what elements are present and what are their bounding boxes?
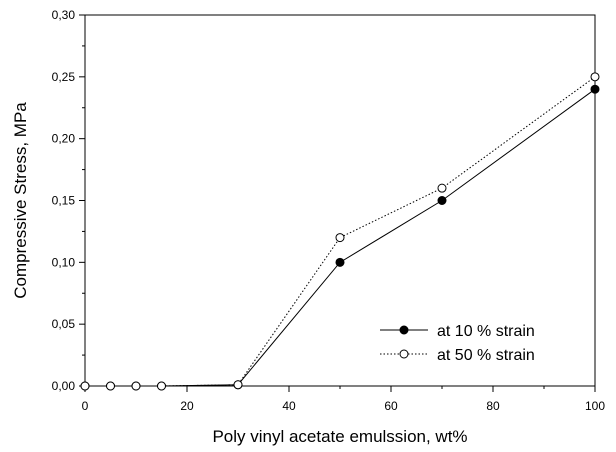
y-tick-label: 0,25 (52, 70, 76, 84)
data-point (590, 84, 600, 94)
data-point (80, 381, 90, 391)
legend-marker (399, 349, 409, 359)
y-tick-label: 0,20 (52, 132, 76, 146)
data-point (106, 381, 115, 391)
x-axis-ticks: 0 20 40 60 80 100 (82, 386, 605, 413)
y-tick-label: 0,30 (52, 8, 76, 22)
x-tick-label: 80 (486, 399, 500, 413)
legend-label: at 50 % strain (437, 347, 535, 364)
y-tick-label: 0,15 (52, 194, 76, 208)
data-point (131, 381, 141, 391)
x-axis-title: Poly vinyl acetate emulssion, wt% (212, 427, 467, 446)
x-tick-label: 0 (82, 399, 89, 413)
data-point (233, 380, 243, 390)
x-tick-label: 40 (282, 399, 296, 413)
data-point (437, 196, 447, 205)
y-tick-label: 0,10 (52, 255, 76, 269)
legend-marker (399, 325, 409, 335)
x-tick-label: 60 (384, 399, 398, 413)
y-axis-ticks: 0,00 0,05 0,10 0,15 0,20 0,25 0,30 (52, 8, 85, 393)
legend: at 10 % strain at 50 % strain (380, 323, 535, 364)
y-axis-title: Compressive Stress, MPa (11, 102, 30, 299)
legend-label: at 10 % strain (437, 323, 535, 340)
data-point (590, 72, 600, 82)
x-tick-label: 100 (585, 399, 605, 413)
data-point (437, 183, 447, 193)
data-point (157, 381, 166, 391)
y-tick-label: 0,00 (52, 379, 76, 393)
series-layer (80, 72, 600, 391)
x-tick-label: 20 (180, 399, 194, 413)
series-2 (80, 72, 600, 391)
y-tick-label: 0,05 (52, 317, 76, 331)
data-point (335, 233, 345, 243)
data-point (335, 257, 345, 267)
